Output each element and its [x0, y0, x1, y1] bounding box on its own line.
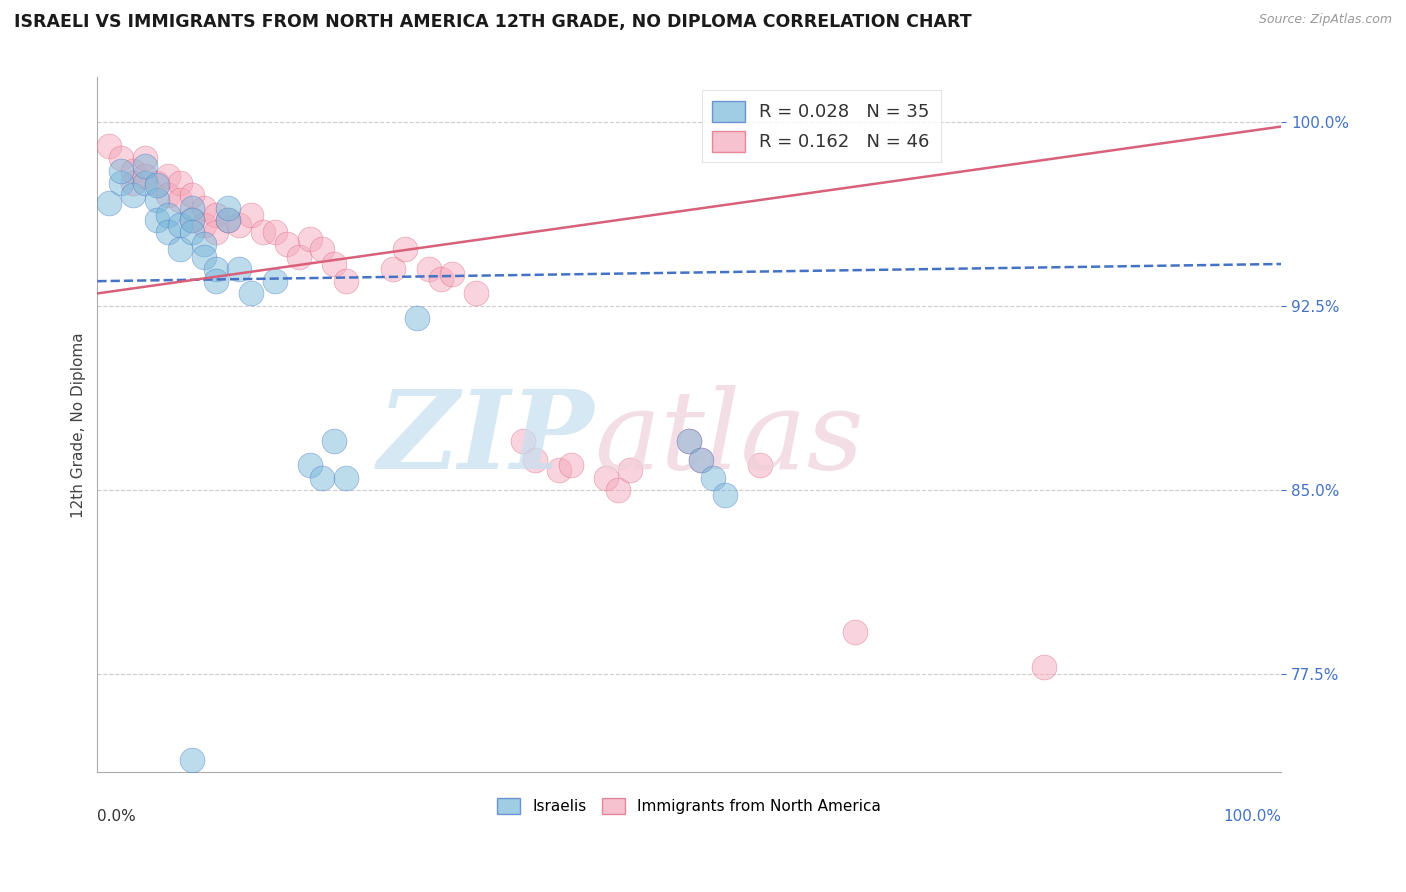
Point: [335, 274, 357, 288]
Point: [204, 225, 226, 239]
Point: [252, 225, 274, 239]
Point: [169, 193, 191, 207]
Point: [134, 169, 156, 183]
Point: [240, 286, 263, 301]
Point: [181, 212, 204, 227]
Point: [169, 242, 191, 256]
Point: [98, 195, 121, 210]
Point: [311, 470, 333, 484]
Y-axis label: 12th Grade, No Diploma: 12th Grade, No Diploma: [72, 332, 86, 517]
Point: [595, 470, 617, 484]
Point: [512, 434, 534, 448]
Point: [134, 159, 156, 173]
Text: ZIP: ZIP: [378, 385, 595, 492]
Point: [157, 188, 180, 202]
Point: [844, 625, 866, 640]
Point: [204, 274, 226, 288]
Point: [204, 208, 226, 222]
Point: [217, 212, 239, 227]
Point: [382, 261, 405, 276]
Point: [1033, 659, 1056, 673]
Point: [181, 212, 204, 227]
Point: [204, 261, 226, 276]
Point: [193, 201, 215, 215]
Point: [394, 242, 416, 256]
Point: [264, 225, 287, 239]
Legend: Israelis, Immigrants from North America: Israelis, Immigrants from North America: [491, 792, 887, 820]
Point: [548, 463, 571, 477]
Point: [240, 208, 263, 222]
Text: Source: ZipAtlas.com: Source: ZipAtlas.com: [1258, 13, 1392, 27]
Point: [441, 267, 464, 281]
Point: [145, 212, 167, 227]
Point: [299, 458, 322, 473]
Point: [678, 434, 700, 448]
Point: [181, 225, 204, 239]
Point: [169, 176, 191, 190]
Point: [690, 453, 713, 467]
Point: [713, 488, 735, 502]
Point: [287, 250, 309, 264]
Point: [145, 193, 167, 207]
Point: [418, 261, 440, 276]
Point: [524, 453, 547, 467]
Point: [678, 434, 700, 448]
Point: [145, 176, 167, 190]
Point: [157, 208, 180, 222]
Text: atlas: atlas: [595, 385, 865, 492]
Point: [193, 250, 215, 264]
Point: [110, 152, 132, 166]
Point: [702, 470, 724, 484]
Point: [323, 434, 346, 448]
Point: [619, 463, 641, 477]
Point: [121, 163, 143, 178]
Point: [311, 242, 333, 256]
Point: [169, 218, 191, 232]
Point: [110, 176, 132, 190]
Point: [406, 310, 429, 325]
Point: [465, 286, 488, 301]
Point: [98, 139, 121, 153]
Point: [193, 218, 215, 232]
Point: [264, 274, 287, 288]
Point: [145, 178, 167, 193]
Point: [121, 188, 143, 202]
Point: [228, 218, 250, 232]
Text: 100.0%: 100.0%: [1223, 809, 1281, 824]
Point: [299, 232, 322, 246]
Point: [690, 453, 713, 467]
Point: [181, 753, 204, 767]
Point: [134, 176, 156, 190]
Point: [157, 169, 180, 183]
Point: [560, 458, 582, 473]
Point: [429, 271, 451, 285]
Point: [217, 212, 239, 227]
Point: [276, 237, 298, 252]
Point: [193, 237, 215, 252]
Point: [110, 163, 132, 178]
Point: [749, 458, 772, 473]
Point: [121, 176, 143, 190]
Point: [134, 152, 156, 166]
Point: [228, 261, 250, 276]
Text: 0.0%: 0.0%: [97, 809, 136, 824]
Point: [181, 188, 204, 202]
Point: [181, 201, 204, 215]
Text: ISRAELI VS IMMIGRANTS FROM NORTH AMERICA 12TH GRADE, NO DIPLOMA CORRELATION CHAR: ISRAELI VS IMMIGRANTS FROM NORTH AMERICA…: [14, 13, 972, 31]
Point: [323, 257, 346, 271]
Point: [335, 470, 357, 484]
Point: [607, 483, 630, 497]
Point: [157, 225, 180, 239]
Point: [217, 201, 239, 215]
